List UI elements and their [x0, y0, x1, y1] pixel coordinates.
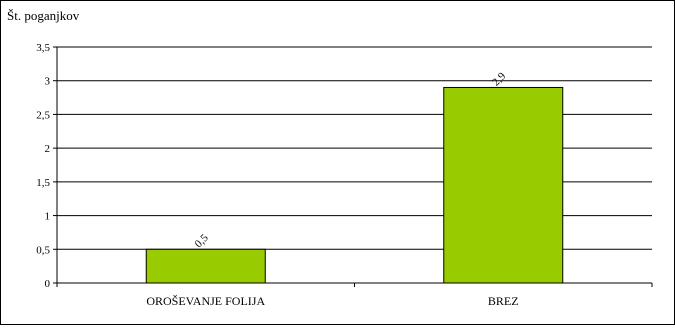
y-tick-label: 0,5 — [36, 244, 50, 256]
y-tick-label: 0 — [45, 278, 51, 290]
y-tick-labels: 0 0,5 1 1,5 2 2,5 3 3,5 — [36, 42, 50, 290]
y-tick-label: 1 — [45, 211, 51, 223]
y-tick-label: 3 — [45, 76, 51, 88]
grid-lines — [57, 46, 652, 250]
y-tick-label: 3,5 — [36, 42, 50, 54]
x-category-label: BREZ — [488, 294, 519, 308]
x-tick-labels: OROŠEVANJE FOLIJA BREZ — [146, 294, 518, 308]
y-tick-label: 2 — [45, 143, 51, 155]
bar — [443, 86, 564, 284]
axes — [53, 46, 653, 287]
x-category-label: OROŠEVANJE FOLIJA — [146, 294, 265, 308]
y-axis-label: Št. poganjkov — [7, 8, 80, 23]
bar — [145, 248, 266, 284]
y-tick-label: 1,5 — [36, 177, 50, 189]
y-tick-label: 2,5 — [36, 109, 50, 121]
